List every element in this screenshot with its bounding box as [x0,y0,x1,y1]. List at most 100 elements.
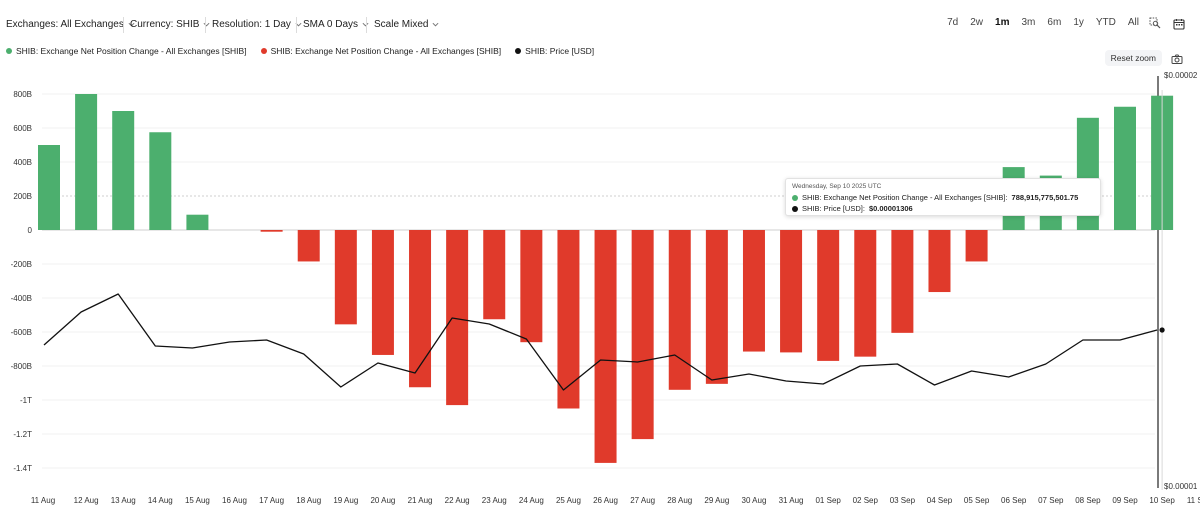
legend-label: SHIB: Exchange Net Position Change - All… [270,46,502,56]
right-axis-label-bottom: $0.00001 [1164,482,1198,491]
bar-01-sep [817,230,840,361]
legend-item-price[interactable]: SHIB: Price [USD] [515,46,594,56]
x-tick-label: 15 Aug [185,496,210,505]
x-tick-label: 21 Aug [408,496,433,505]
x-tick-label: 17 Aug [259,496,284,505]
x-tick-label: 07 Sep [1038,496,1064,505]
chevron-down-icon [128,22,135,27]
tooltip-label: SHIB: Price [USD]: [802,204,865,213]
divider [366,17,367,33]
tooltip-row-price: SHIB: Price [USD]: $0.00001306 [792,203,1094,214]
range-1y-button[interactable]: 1y [1073,17,1084,28]
bar-30-aug [742,230,765,352]
x-tick-label: 16 Aug [222,496,247,505]
bar-26-aug [594,230,617,463]
y-tick-label: -1.2T [13,430,32,439]
bar-05-sep [965,230,988,262]
y-tick-label: -200B [11,260,32,269]
bar-21-aug [409,230,432,388]
calendar-icon[interactable] [1170,15,1188,33]
x-tick-label: 27 Aug [630,496,655,505]
legend-label: SHIB: Price [USD] [525,46,595,56]
bar-17-aug [260,230,283,232]
x-tick-label: 31 Aug [779,496,804,505]
divider [296,17,297,33]
x-tick-label: 23 Aug [482,496,507,505]
range-1m-button[interactable]: 1m [995,17,1010,28]
chevron-down-icon [362,22,369,27]
scale-label: Scale Mixed [374,19,429,30]
bar-14-aug [149,132,172,230]
toolbar: Exchanges: All Exchanges Currency: SHIB … [0,0,1200,44]
scale-dropdown[interactable]: Scale Mixed [374,19,439,30]
bar-24-aug [520,230,543,343]
x-tick-label: 24 Aug [519,496,544,505]
tooltip-value: 788,915,775,501.75 [1011,193,1079,202]
y-tick-label: 600B [13,124,32,133]
bar-13-aug [112,111,135,230]
bar-19-aug [334,230,357,325]
x-tick-label: 10 Sep [1149,496,1175,505]
tooltip-row-net-position: SHIB: Exchange Net Position Change - All… [792,192,1094,203]
x-tick-label: 26 Aug [593,496,618,505]
reset-zoom-button[interactable]: Reset zoom [1104,50,1162,66]
chevron-down-icon [432,22,439,27]
y-tick-label: 0 [28,226,33,235]
x-tick-label: 02 Sep [853,496,879,505]
x-tick-label: 03 Sep [890,496,916,505]
range-selector: 7d 2w 1m 3m 6m 1y YTD All [942,13,1164,32]
legend-item-inflow[interactable]: SHIB: Exchange Net Position Change - All… [6,46,247,56]
range-6m-button[interactable]: 6m [1047,17,1062,28]
x-tick-label: 11 Sep [1187,496,1200,505]
bar-28-aug [668,230,691,390]
x-tick-label: 22 Aug [445,496,470,505]
tooltip-date: Wednesday, Sep 10 2025 UTC [792,183,882,190]
currency-dropdown[interactable]: Currency: SHIB [130,19,210,30]
range-2w-button[interactable]: 2w [970,17,984,28]
bar-12-aug [75,94,98,230]
x-tick-label: 20 Aug [370,496,395,505]
x-tick-label: 11 Aug [31,496,55,505]
x-tick-label: 19 Aug [333,496,358,505]
x-tick-label: 28 Aug [667,496,692,505]
bar-09-sep [1114,106,1136,230]
tooltip-value: $0.00001306 [868,204,913,213]
sma-label: SMA 0 Days [303,19,359,30]
bar-22-aug [446,230,469,406]
bar-23-aug [483,230,506,320]
bar-31-aug [780,230,803,353]
bar-11-aug [38,145,60,230]
x-tick-label: 12 Aug [74,496,99,505]
y-tick-label: -1T [20,396,32,405]
bar-29-aug [705,230,728,384]
bar-03-sep [891,230,914,333]
resolution-dropdown[interactable]: Resolution: 1 Day [212,19,302,30]
price-point-highlight [1159,327,1165,333]
x-tick-label: 01 Sep [815,496,841,505]
x-tick-label: 08 Sep [1075,496,1101,505]
right-axis-label-top: $0.00002 [1164,71,1198,80]
tooltip-label: SHIB: Exchange Net Position Change - All… [802,193,1008,202]
sma-dropdown[interactable]: SMA 0 Days [303,19,369,30]
y-tick-label: 400B [13,158,32,167]
range-ytd-button[interactable]: YTD [1095,17,1116,28]
legend-item-outflow[interactable]: SHIB: Exchange Net Position Change - All… [260,46,502,56]
tooltip-dot-green [792,194,798,201]
exchanges-dropdown[interactable]: Exchanges: All Exchanges [6,19,135,30]
x-tick-label: 14 Aug [148,496,173,505]
x-tick-label: 25 Aug [556,496,581,505]
range-3m-button[interactable]: 3m [1021,17,1036,28]
camera-icon[interactable] [1168,50,1186,68]
bar-15-aug [186,214,209,230]
x-tick-label: 06 Sep [1001,496,1027,505]
tooltip-dot-black [792,205,798,212]
x-tick-label: 13 Aug [111,496,136,505]
range-all-button[interactable]: All [1127,17,1139,28]
zoom-select-icon[interactable] [1146,14,1164,32]
exchanges-label: Exchanges: All Exchanges [6,19,124,30]
price-line [43,293,1158,391]
legend-dot-green [6,48,12,54]
y-tick-label: 800B [13,90,32,99]
range-7d-button[interactable]: 7d [947,17,959,28]
